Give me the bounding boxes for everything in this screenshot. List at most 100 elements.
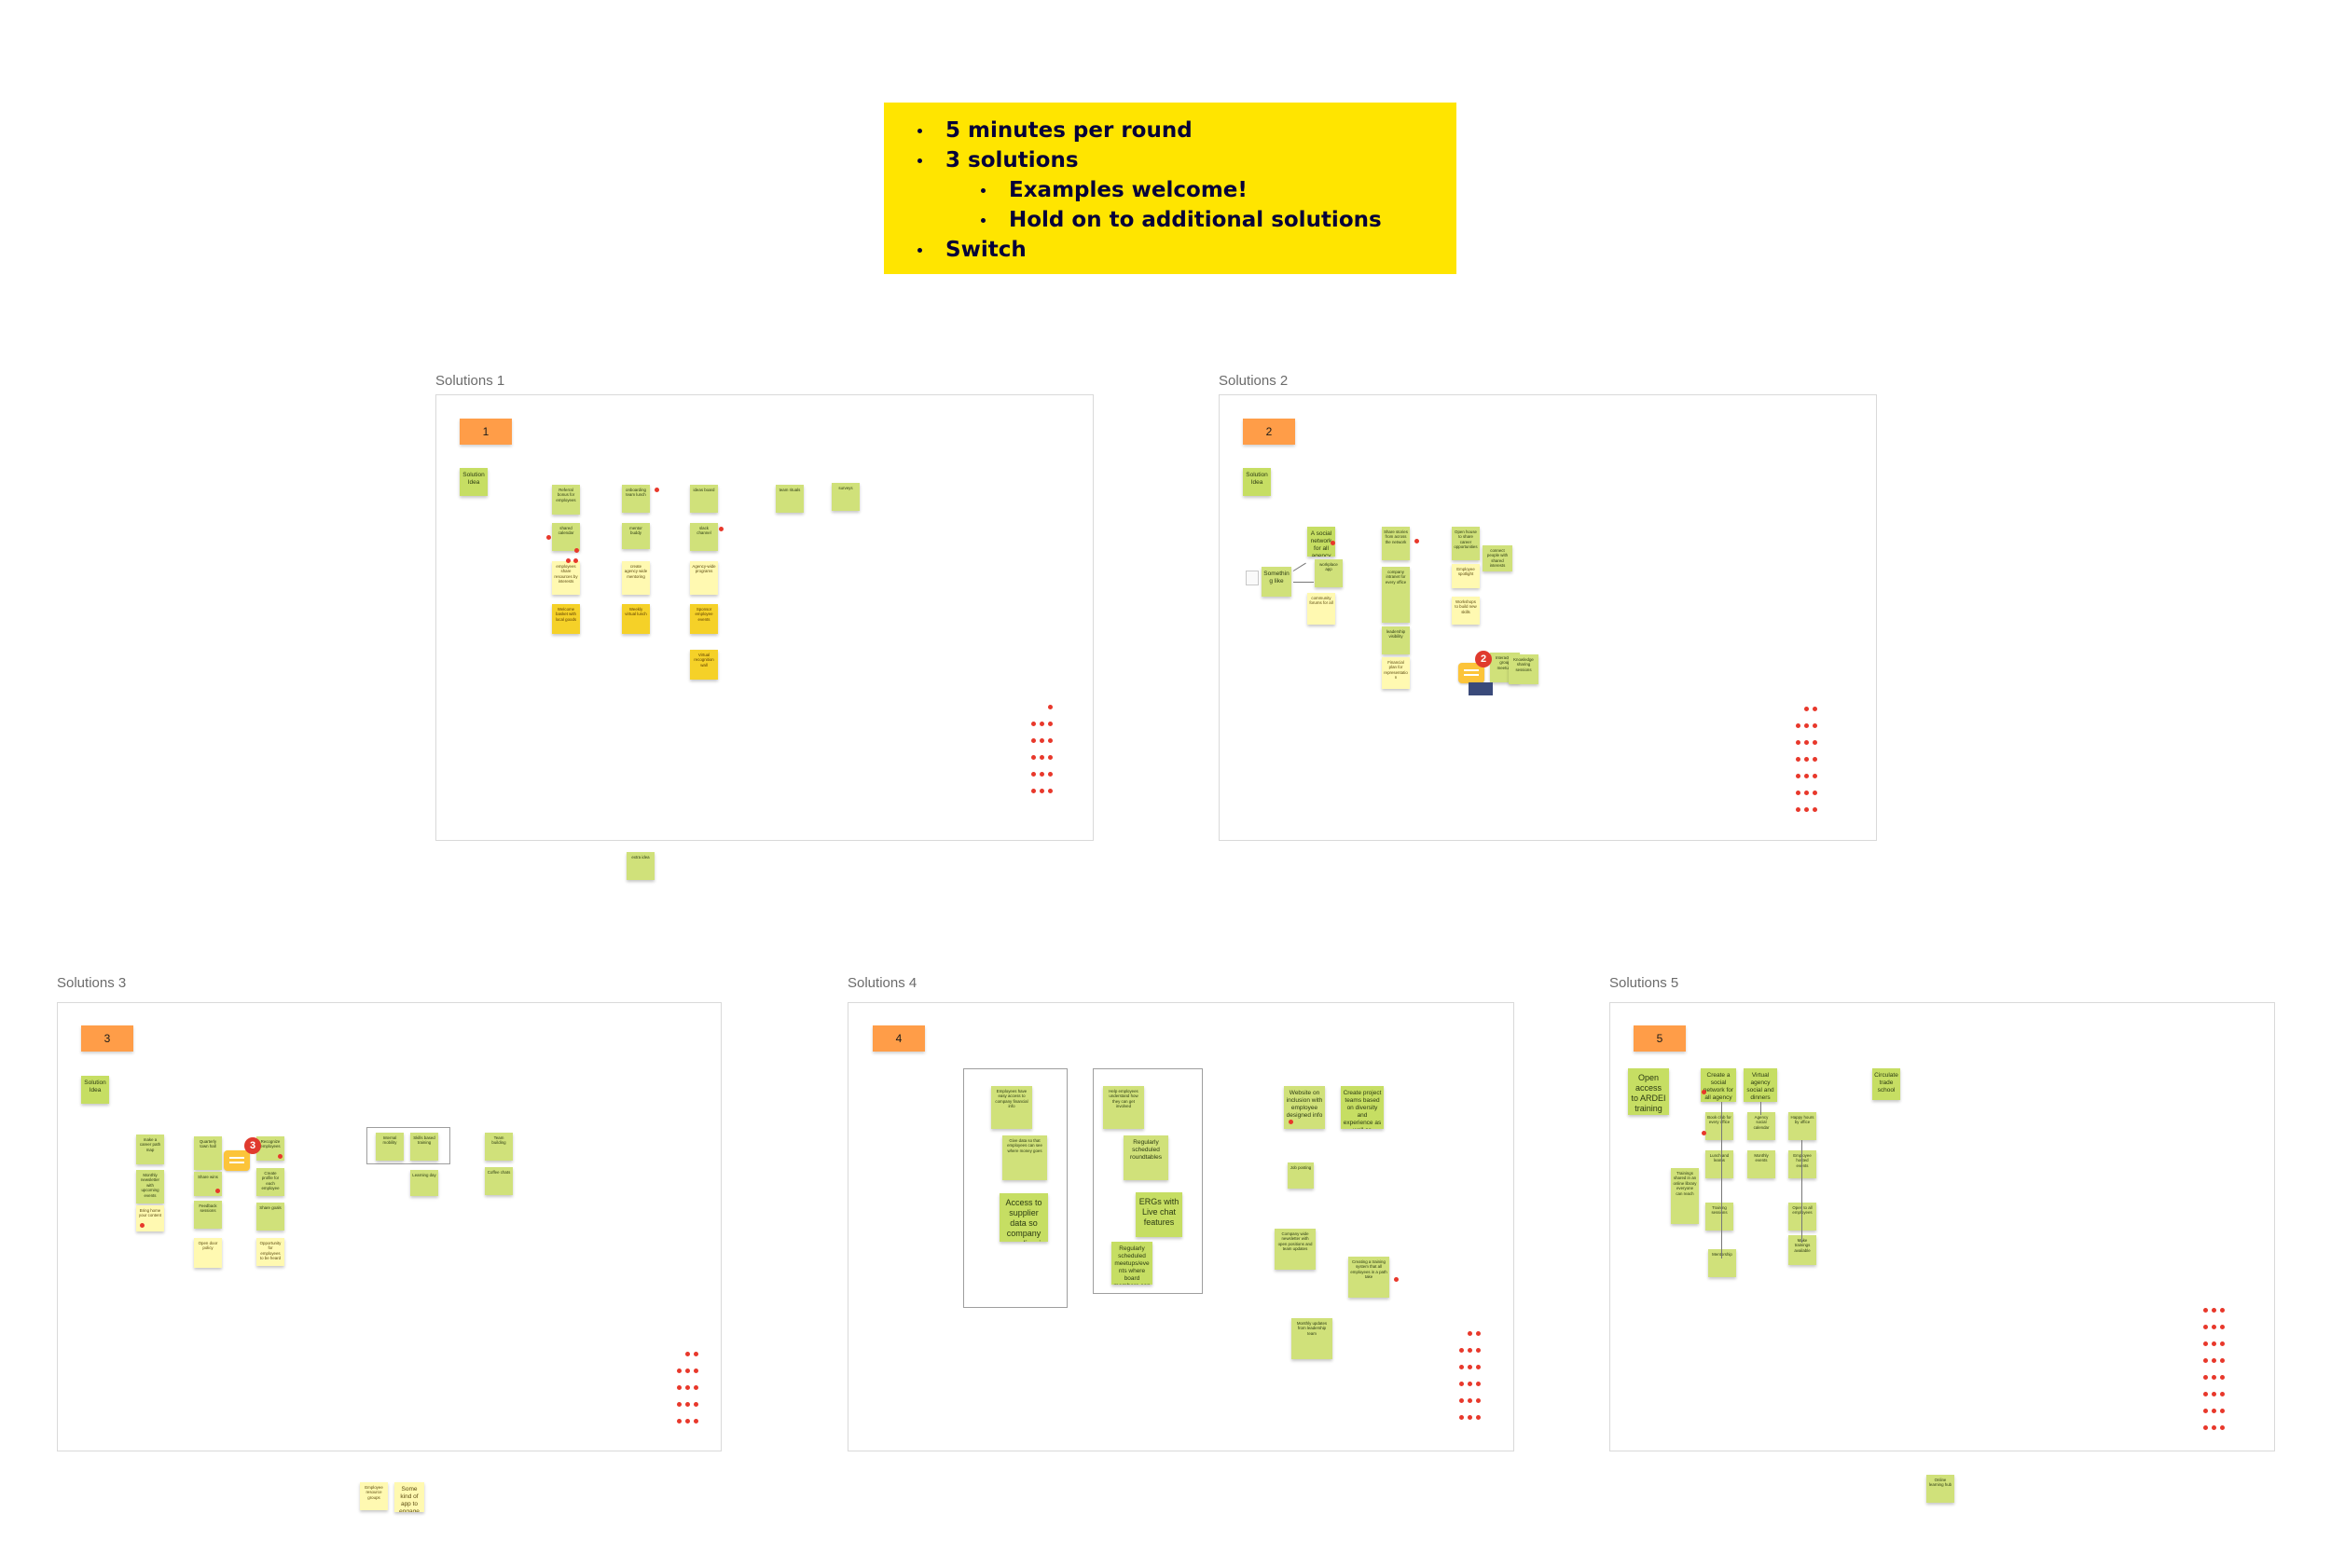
sticky-note[interactable]: Book club for every office [1705,1112,1733,1140]
vote-dot-icon[interactable] [1796,791,1800,795]
sticky-note[interactable]: Help employees understand how they can g… [1103,1086,1144,1129]
sticky-note[interactable]: Skills based training [410,1133,438,1161]
sticky-note[interactable]: Training sessions [1705,1203,1733,1231]
sticky-note[interactable]: Online learning hub [1926,1475,1954,1503]
sticky-note[interactable]: Quarterly town hall [194,1136,222,1170]
frame-title-solutions-2[interactable]: Solutions 2 [1219,373,1289,389]
solution-idea-sticky[interactable]: Open access to ARDEI training materials [1628,1068,1669,1115]
sticky-note[interactable]: Agency social calendar [1747,1112,1775,1140]
sticky-note[interactable]: employees share resources by interests [552,561,580,595]
vote-dot-icon[interactable] [685,1385,690,1390]
vote-dot-icon[interactable] [1476,1398,1481,1403]
vote-dot-icon[interactable] [1031,755,1036,760]
vote-dot-icon[interactable] [1476,1365,1481,1369]
sticky-note[interactable]: Something like [1262,567,1291,597]
vote-dot-icon[interactable] [2203,1409,2208,1413]
vote-dot-icon[interactable] [1031,722,1036,726]
vote-dot-icon[interactable] [1476,1415,1481,1420]
sticky-note[interactable]: leadership visibility [1382,626,1410,654]
vote-dot-icon[interactable] [1813,707,1817,711]
connector-line[interactable] [1760,1102,1761,1115]
vote-dot-icon[interactable] [1468,1415,1472,1420]
vote-dot-icon[interactable] [1476,1331,1481,1336]
sticky-note[interactable]: ideas board [690,485,718,513]
sticky-note[interactable]: Trainings shared in an online library ev… [1671,1168,1699,1224]
vote-dot-icon[interactable] [677,1402,682,1407]
comment-icon[interactable] [1458,663,1484,683]
vote-dot-icon[interactable] [685,1369,690,1373]
connector-line[interactable] [1293,582,1314,583]
vote-dot-icon[interactable] [2203,1325,2208,1329]
vote-dot-icon[interactable] [1813,757,1817,762]
vote-dot-icon[interactable] [1459,1415,1464,1420]
frame-solutions-1[interactable] [435,394,1094,841]
vote-dot-icon[interactable] [694,1385,698,1390]
vote-dot-icon[interactable] [1031,789,1036,793]
vote-dot-icon[interactable] [694,1352,698,1356]
solution-idea-sticky[interactable]: Solution Idea [81,1076,109,1104]
vote-dot-icon[interactable] [1813,723,1817,728]
vote-dot-icon[interactable] [1459,1382,1464,1386]
sticky-note[interactable]: Employees have easy access to company fi… [991,1086,1032,1129]
vote-dot-icon[interactable] [1040,772,1044,777]
vote-dot-icon[interactable] [2220,1325,2225,1329]
vote-dot-icon[interactable] [1804,807,1809,812]
vote-dot-icon[interactable] [2220,1425,2225,1430]
sticky-note[interactable]: Share goals [256,1203,284,1231]
sticky-note[interactable]: Opportunity for employees to be heard [256,1238,284,1266]
sticky-note[interactable]: connect people with shared interests [1483,545,1512,571]
sticky-note[interactable]: Feedback sessions [194,1201,222,1229]
vote-dot-icon[interactable] [1804,723,1809,728]
vote-dot-icon[interactable] [1048,738,1053,743]
sticky-note[interactable]: Virtual agency social and dinners [1744,1068,1777,1102]
sticky-note[interactable]: Job posting [1288,1162,1314,1189]
vote-dot-icon[interactable] [1796,807,1800,812]
round-badge[interactable]: 3 [81,1025,133,1052]
vote-dot-icon[interactable] [1796,774,1800,778]
vote-dot-icon[interactable] [1813,740,1817,745]
vote-dot-icon[interactable] [1813,791,1817,795]
vote-dot-icon[interactable] [1459,1348,1464,1353]
vote-dot-icon[interactable] [1031,772,1036,777]
round-badge[interactable]: 4 [873,1025,925,1052]
sticky-note[interactable]: Creating a training system that all empl… [1348,1257,1389,1298]
vote-dot-icon[interactable] [1468,1331,1472,1336]
vote-dot-icon[interactable] [2212,1425,2216,1430]
vote-dot-icon[interactable] [1796,757,1800,762]
frame-title-solutions-3[interactable]: Solutions 3 [57,975,127,991]
vote-dot-icon[interactable] [2212,1358,2216,1363]
vote-dot-icon[interactable] [677,1419,682,1424]
vote-dot-icon[interactable] [2203,1425,2208,1430]
sticky-note[interactable]: Share wins [194,1172,222,1196]
sticky-note[interactable]: community forums for all [1307,593,1335,625]
instructions-sticky-note[interactable]: 5 minutes per round 3 solutions Examples… [884,103,1456,274]
sticky-note[interactable]: Knowledge sharing sessions [1509,654,1538,684]
sticky-note[interactable]: workplace app [1315,559,1343,587]
vote-dot-icon[interactable] [2212,1341,2216,1346]
vote-dot-icon[interactable] [1804,757,1809,762]
vote-dot-icon[interactable] [2220,1308,2225,1313]
comment-icon[interactable] [224,1150,250,1171]
vote-dot-icon[interactable] [1813,807,1817,812]
sticky-note[interactable]: Regularly scheduled roundtables [1124,1135,1168,1180]
sticky-note[interactable]: onboarding team lunch [622,485,650,513]
vote-dot-icon[interactable] [2203,1358,2208,1363]
vote-dot-icon[interactable] [1040,755,1044,760]
sticky-note[interactable]: Welcome basket with local goods [552,604,580,634]
sticky-note[interactable]: Lunch and learns [1705,1150,1733,1178]
solution-group-box[interactable] [963,1068,1068,1308]
sticky-note[interactable]: Sponsor employee events [690,604,718,634]
vote-dot-icon[interactable] [685,1419,690,1424]
solution-group-box[interactable] [1093,1068,1203,1294]
sticky-note[interactable]: Regularly scheduled meetups/events where… [1111,1242,1152,1285]
vote-dot-icon[interactable] [2203,1308,2208,1313]
sticky-note[interactable]: Open to all employees [1788,1203,1816,1231]
vote-dot-icon[interactable] [1476,1348,1481,1353]
sticky-note[interactable]: Monthly updates from leadership team [1291,1318,1332,1359]
connector-line[interactable] [1721,1102,1722,1259]
vote-dot-icon[interactable] [1468,1365,1472,1369]
vote-dot-icon[interactable] [1031,738,1036,743]
vote-dot-icon[interactable] [685,1402,690,1407]
selection-group[interactable] [366,1127,450,1164]
frame-title-solutions-4[interactable]: Solutions 4 [848,975,917,991]
